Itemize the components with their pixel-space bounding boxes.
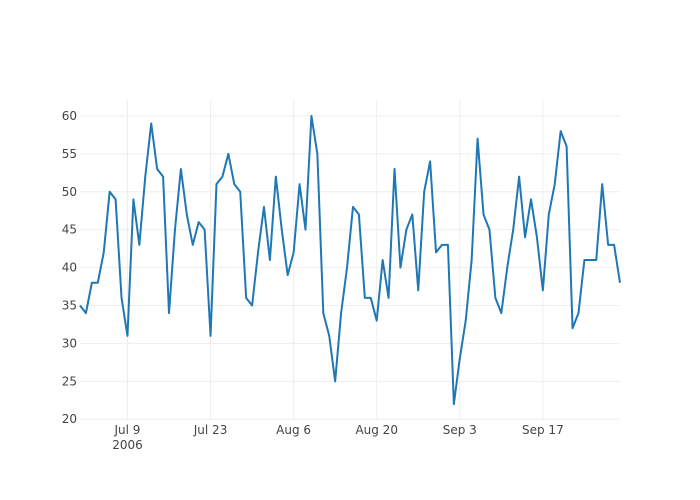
y-tick-label: 30	[62, 336, 77, 350]
y-tick-label: 50	[62, 185, 77, 199]
x-tick-label: Aug 20	[355, 423, 398, 437]
y-tick-label: 25	[62, 374, 77, 388]
y-tick-label: 55	[62, 147, 77, 161]
y-tick-label: 40	[62, 261, 77, 275]
line-series	[79, 114, 621, 406]
x-tick-label: Sep 17	[522, 423, 564, 437]
y-tick-label: 45	[62, 223, 77, 237]
x-tick-label: Sep 3	[443, 423, 477, 437]
x-tick-label: Jul 9 2006	[112, 423, 143, 452]
x-tick-label: Aug 6	[276, 423, 311, 437]
y-tick-label: 60	[62, 109, 77, 123]
x-tick-label: Jul 23	[193, 423, 228, 437]
y-tick-label: 20	[62, 412, 77, 426]
y-tick-label: 35	[62, 298, 77, 312]
